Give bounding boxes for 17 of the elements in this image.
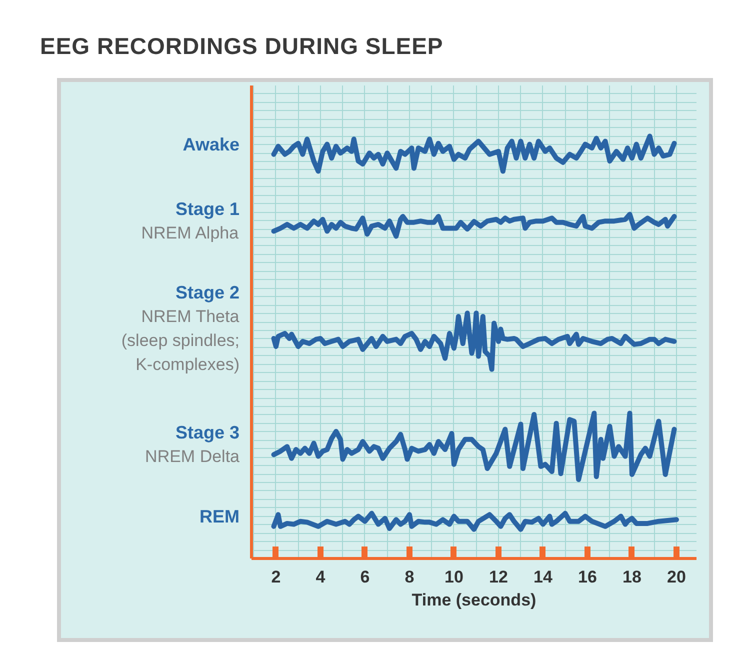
x-tick-label: 2 <box>271 568 281 586</box>
x-tick-label: 8 <box>404 568 414 586</box>
series-label: Awake <box>182 134 240 154</box>
x-tick-label: 16 <box>578 568 597 586</box>
x-tick-label: 14 <box>534 568 553 586</box>
x-tick-label: 20 <box>667 568 686 586</box>
x-tick-label: 6 <box>360 568 370 586</box>
series-label: Stage 2 NREM Theta (sleep spindles; K-complexes) <box>121 282 240 374</box>
x-tick-label: 10 <box>444 568 464 586</box>
series-label: Stage 3 NREM Delta <box>145 422 240 466</box>
series-label: Stage 1 NREM Alpha <box>141 199 240 243</box>
x-tick-label: 4 <box>316 568 326 586</box>
x-axis-title: Time (seconds) <box>412 590 536 610</box>
series-label: REM <box>200 506 240 526</box>
x-tick-label: 18 <box>622 568 642 586</box>
chart-title: EEG RECORDINGS DURING SLEEP <box>40 32 444 61</box>
x-tick-label: 12 <box>489 568 508 586</box>
